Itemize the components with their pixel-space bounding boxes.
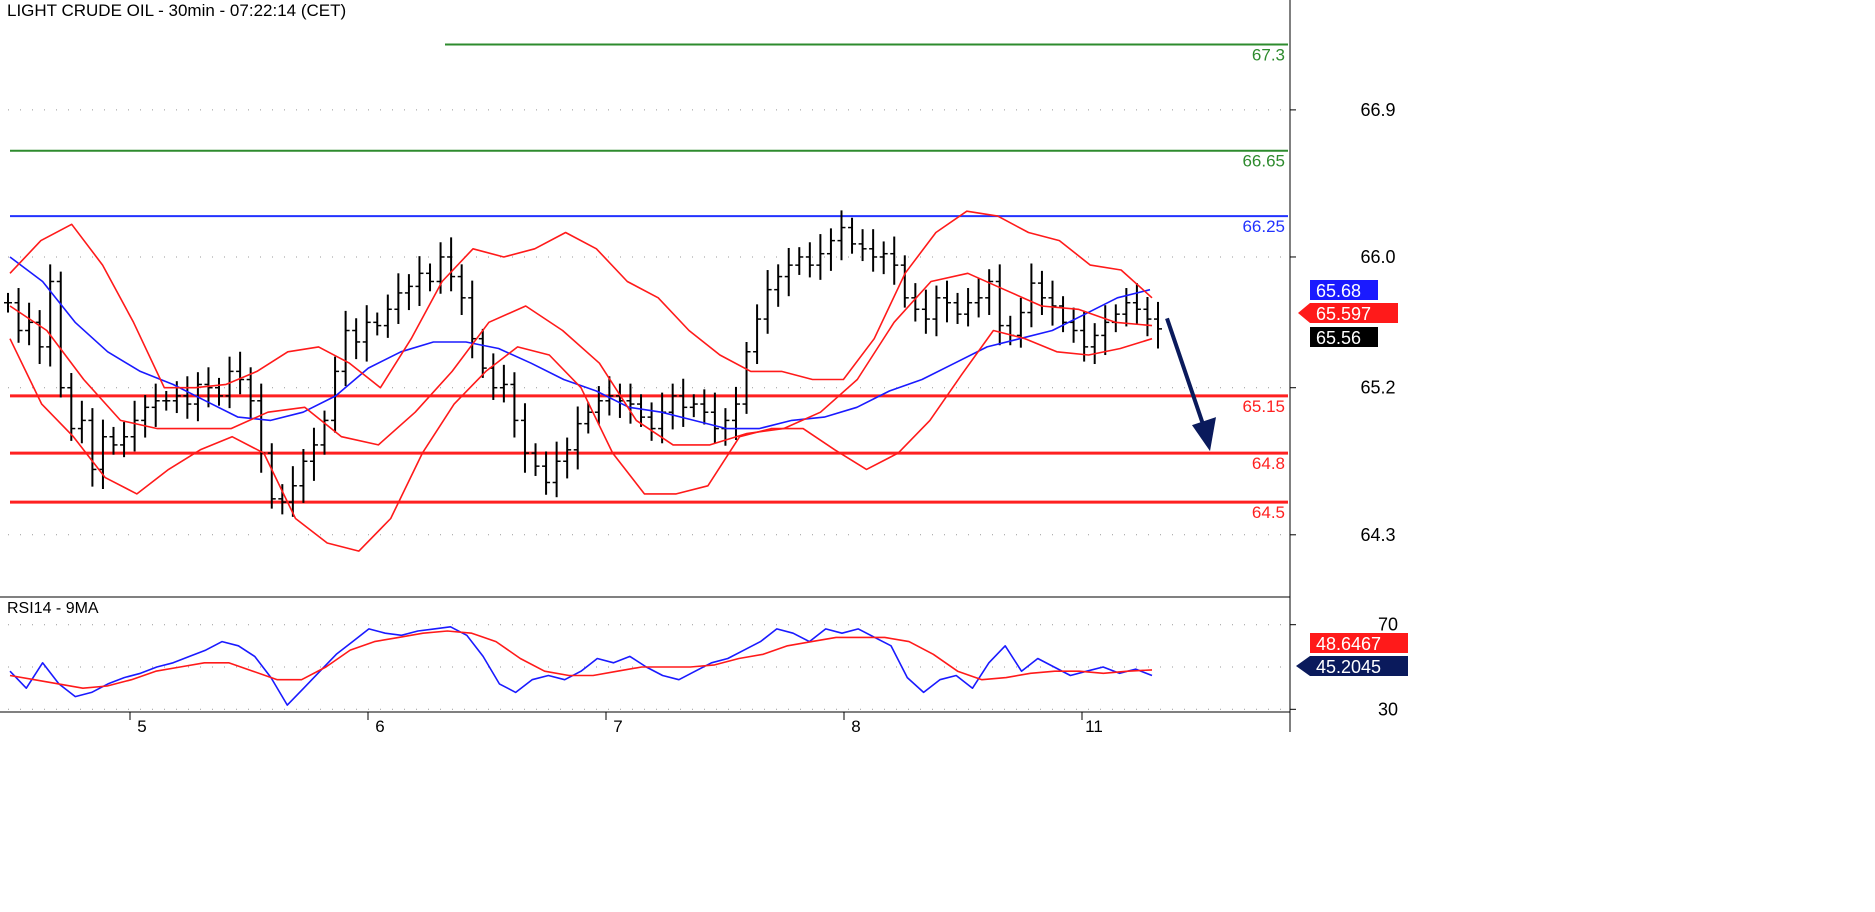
rsi-ma-line <box>9 630 1153 690</box>
x-tick-label: 8 <box>851 717 860 736</box>
bollinger-lower-line <box>9 329 1153 552</box>
price-tag-label: 65.56 <box>1316 328 1361 348</box>
level-label: 64.8 <box>1252 454 1285 473</box>
x-tick-label: 6 <box>375 717 384 736</box>
price-chart-title: LIGHT CRUDE OIL - 30min - 07:22:14 (CET) <box>7 1 346 20</box>
rsi-title: RSI14 - 9MA <box>7 600 99 617</box>
level-label: 67.3 <box>1252 46 1285 65</box>
rsi-panel: RSI14 - 9MA 70 30 48.6467 45.2045 <box>7 600 1408 719</box>
y-tick-label: 70 <box>1378 615 1398 635</box>
rsi-tag-label: 45.2045 <box>1316 657 1381 677</box>
forecast-arrow-shaft <box>1165 317 1208 434</box>
x-tick-label: 5 <box>137 717 146 736</box>
y-tick-label: 64.3 <box>1360 525 1395 545</box>
price-panel: LIGHT CRUDE OIL - 30min - 07:22:14 (CET)… <box>4 1 1398 552</box>
price-tag <box>1310 327 1378 347</box>
rsi-line <box>9 625 1153 706</box>
forecast-arrow-head <box>1192 417 1216 452</box>
level-label: 65.15 <box>1242 397 1285 416</box>
moving-average-line <box>9 256 1151 430</box>
price-tag-label: 65.68 <box>1316 281 1361 301</box>
y-tick-label: 66.0 <box>1360 247 1395 267</box>
rsi-tag <box>1310 633 1408 653</box>
rsi-tag-label: 48.6467 <box>1316 634 1381 654</box>
y-tick-label: 66.9 <box>1360 100 1395 120</box>
level-label: 66.25 <box>1242 217 1285 236</box>
rsi-tag <box>1296 656 1408 676</box>
level-label: 64.5 <box>1252 503 1285 522</box>
price-tag <box>1298 303 1398 323</box>
x-tick-label: 11 <box>1085 717 1103 736</box>
bollinger-middle-line <box>9 272 1153 446</box>
bollinger-upper-line <box>9 210 1153 389</box>
level-label: 66.65 <box>1242 152 1285 171</box>
price-tag-label: 65.597 <box>1316 304 1371 324</box>
price-tag <box>1310 280 1378 300</box>
y-tick-label: 30 <box>1378 699 1398 719</box>
x-tick-label: 7 <box>613 717 622 736</box>
y-tick-label: 65.2 <box>1360 378 1395 398</box>
